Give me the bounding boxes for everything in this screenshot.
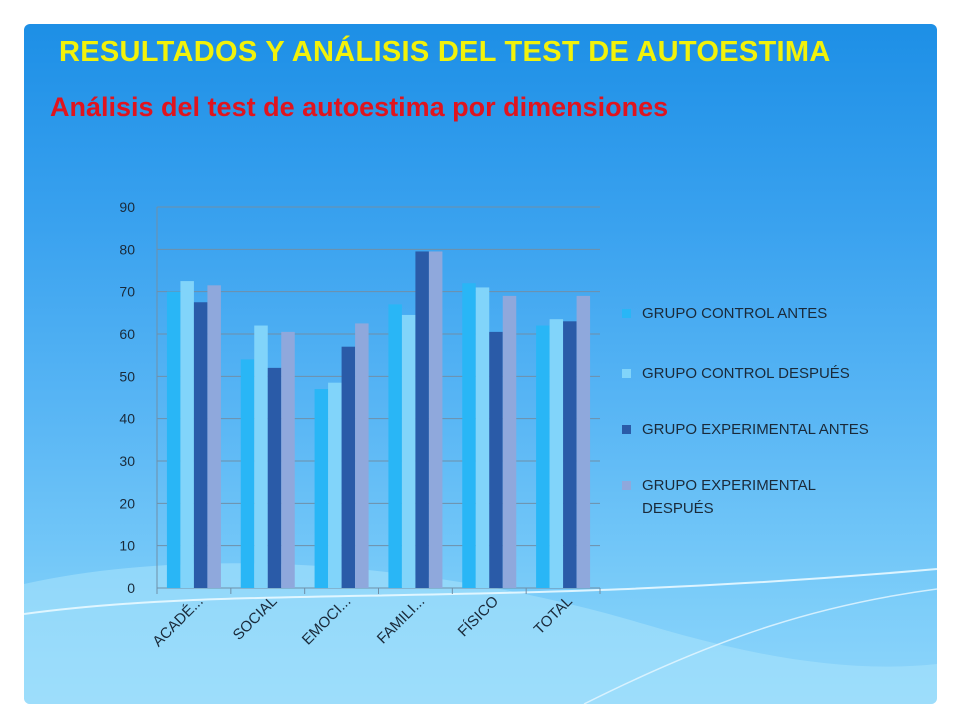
bar — [314, 389, 329, 588]
bar — [355, 323, 369, 588]
bar — [166, 291, 181, 588]
bar — [462, 283, 476, 588]
x-tick-label: EMOCI... — [299, 593, 355, 649]
legend-swatch — [622, 309, 631, 318]
slide-subtitle: Análisis del test de autoestima por dime… — [50, 92, 669, 122]
y-tick-label: 50 — [119, 368, 135, 384]
legend-swatch — [622, 425, 631, 434]
bar — [489, 331, 503, 588]
legend-swatch — [622, 481, 631, 490]
bar — [415, 251, 429, 588]
x-tick-label: TOTAL — [531, 593, 576, 638]
y-tick-label: 60 — [119, 326, 135, 342]
x-tick-label: ACADÉ... — [149, 593, 206, 650]
chart-legend: GRUPO CONTROL ANTES GRUPO CONTROL DESPUÉ… — [622, 302, 922, 530]
y-tick-label: 10 — [119, 538, 135, 554]
x-tick-label: FÍSICO — [455, 593, 502, 640]
bar — [281, 331, 295, 588]
bar — [536, 325, 550, 588]
legend-label: GRUPO CONTROL DESPUÉS — [642, 365, 850, 382]
bar — [341, 346, 356, 588]
bar — [328, 382, 342, 588]
y-tick-label: 30 — [119, 453, 135, 469]
bar — [388, 304, 402, 588]
bar — [475, 287, 490, 588]
bar — [267, 367, 282, 588]
bar — [180, 281, 194, 588]
legend-label: GRUPO CONTROL ANTES — [642, 305, 828, 322]
bar — [563, 321, 577, 588]
legend-item: GRUPO CONTROL DESPUÉS — [622, 362, 922, 418]
y-tick-label: 40 — [119, 411, 135, 427]
y-tick-label: 90 — [119, 199, 135, 215]
legend-label: GRUPO EXPERIMENTAL DESPUÉS — [642, 477, 816, 517]
legend-item: GRUPO EXPERIMENTAL DESPUÉS — [622, 474, 922, 530]
bar — [502, 295, 517, 588]
bar — [254, 325, 268, 588]
x-tick-label: SOCIAL — [230, 593, 281, 644]
bar — [207, 285, 221, 588]
bar — [401, 314, 416, 588]
y-tick-label: 80 — [119, 241, 135, 257]
slide: RESULTADOS Y ANÁLISIS DEL TEST DE AUTOES… — [24, 24, 937, 704]
bar-chart: 0 10 20 30 40 50 60 70 80 90 ACADÉ... SOCIAL EMOCI..… — [119, 199, 601, 650]
bar — [428, 251, 443, 588]
legend-item: GRUPO EXPERIMENTAL ANTES — [622, 418, 922, 474]
slide-title: RESULTADOS Y ANÁLISIS DEL TEST DE AUTOES… — [59, 36, 831, 68]
background-swoosh — [24, 563, 937, 704]
bar — [549, 319, 564, 588]
bar — [193, 302, 208, 588]
legend-swatch — [622, 369, 631, 378]
y-tick-label: 0 — [127, 580, 135, 596]
bar — [240, 359, 255, 588]
legend-label: GRUPO EXPERIMENTAL ANTES — [642, 421, 869, 438]
y-tick-label: 20 — [119, 495, 135, 511]
bar — [576, 295, 591, 588]
y-tick-label: 70 — [119, 284, 135, 300]
legend-item: GRUPO CONTROL ANTES — [622, 302, 922, 362]
x-tick-label: FAMILI... — [374, 593, 428, 647]
